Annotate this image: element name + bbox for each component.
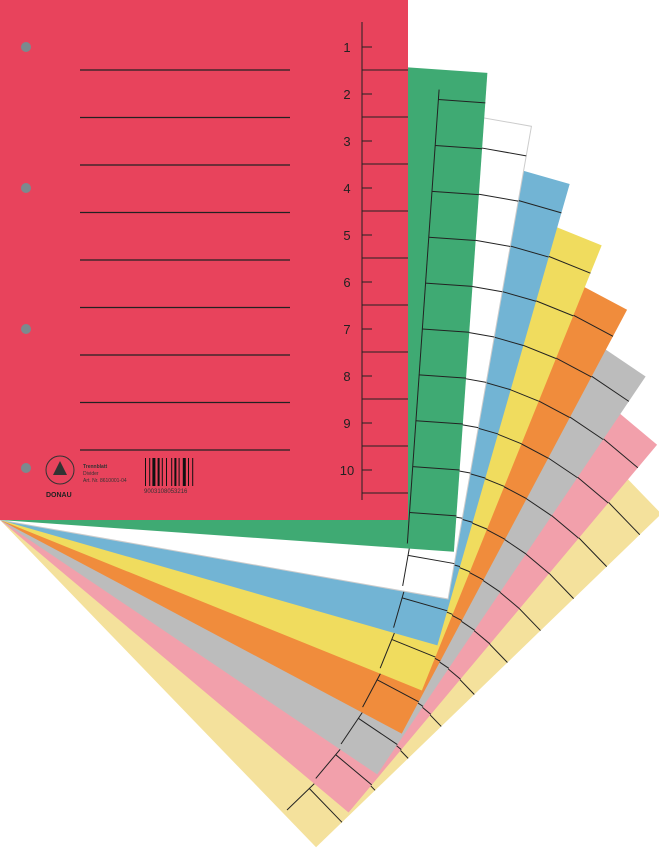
tab-divider-line <box>419 374 467 379</box>
tab-divider-line <box>358 717 398 746</box>
tab-divider-line <box>425 282 473 287</box>
label-title: Trennblatt <box>83 464 108 470</box>
tab-number: 6 <box>343 275 350 290</box>
tab-number: 8 <box>343 369 350 384</box>
tab-divider-line <box>391 638 436 658</box>
tab-number: 5 <box>343 228 350 243</box>
brand-logo: DONAU <box>46 492 72 499</box>
writing-lines <box>80 69 290 451</box>
tab-number: 1 <box>343 40 350 55</box>
tree-icon <box>53 461 67 475</box>
tab-number: 2 <box>343 87 350 102</box>
tab-divider-line <box>428 236 476 241</box>
label-subtitle: Divider <box>83 471 99 477</box>
article-number: Art. Nr. 8610001-04 <box>83 478 127 484</box>
tab-number: 4 <box>343 181 350 196</box>
certification-seal <box>45 455 75 485</box>
red-divider-sheet: 1 2 3 4 5 6 7 8 9 10 Trennblatt Divider Art. Nr. … <box>0 0 408 520</box>
tab-divider-line <box>589 374 630 402</box>
tab-divider-line <box>401 597 448 612</box>
tab-divider-line <box>407 554 455 565</box>
tab-divider-line <box>563 412 604 440</box>
tab-numbers: 1 2 3 4 5 6 7 8 9 10 <box>340 40 408 494</box>
tab-divider-line <box>546 255 591 274</box>
tab-divider-line <box>606 500 641 536</box>
tab-divider-line <box>376 679 419 703</box>
tab-divider-line <box>573 532 608 568</box>
tab-divider-line <box>571 472 609 504</box>
tab-divider-line <box>438 99 486 104</box>
barcode-digits: 9003108053216 <box>144 489 188 495</box>
tab-divider-line <box>435 144 483 150</box>
tab-divider-line <box>503 243 549 258</box>
tab-divider-line <box>516 199 562 214</box>
tab-divider-line <box>601 437 639 469</box>
tab-divider-line <box>415 420 463 425</box>
tab-divider-line <box>529 297 574 317</box>
tab-divider-line <box>409 512 457 517</box>
tab-number: 7 <box>343 322 350 337</box>
tab-number: 9 <box>343 416 350 431</box>
tab-divider-line <box>571 313 614 337</box>
tab-cut-line <box>406 89 440 544</box>
punch-hole <box>21 42 31 52</box>
tab-divider-line <box>412 466 460 471</box>
tab-number: 3 <box>343 134 350 149</box>
punch-hole <box>21 324 31 334</box>
tab-divider-line <box>422 328 470 333</box>
punch-hole <box>21 183 31 193</box>
tab-divider-line <box>431 190 479 196</box>
tab-divider-line <box>471 192 519 202</box>
punch-hole <box>21 463 31 473</box>
tab-divider-line <box>549 354 592 378</box>
barcode <box>145 458 194 486</box>
tab-divider-line <box>308 788 343 823</box>
tab-number: 10 <box>340 463 354 478</box>
tab-divider-line <box>335 754 373 786</box>
tab-divider-line <box>479 147 527 157</box>
